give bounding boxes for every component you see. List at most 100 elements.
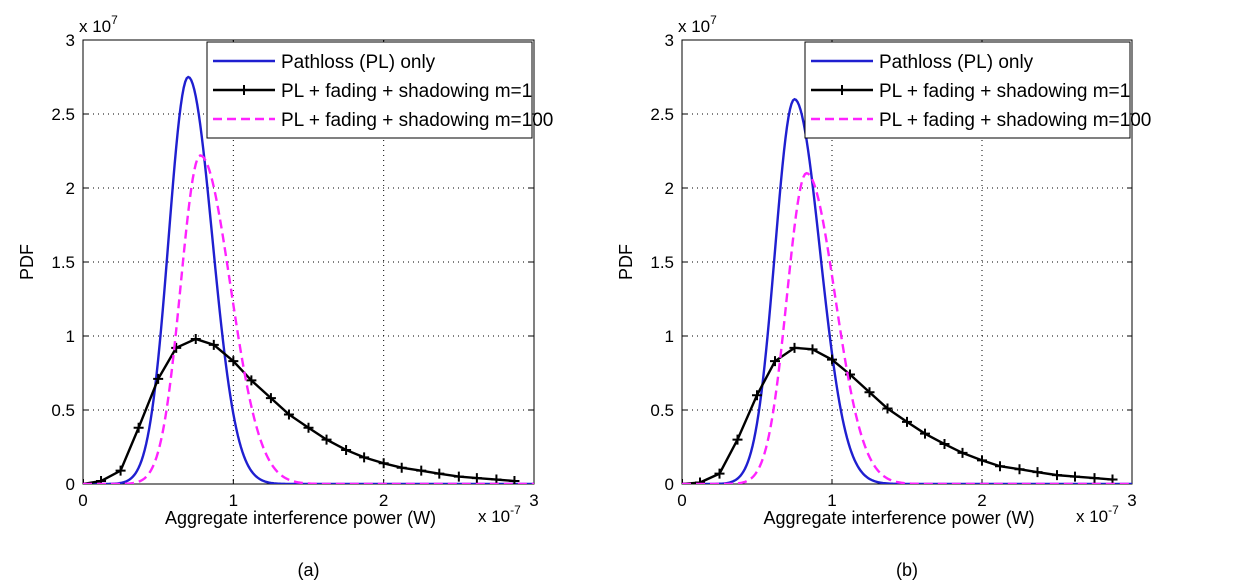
x-tick-label: 0: [677, 491, 686, 510]
legend: Pathloss (PL) only PL + fading + shadowin…: [804, 41, 1151, 139]
data-point-marker: [509, 476, 520, 484]
x-tick-label: 3: [1127, 491, 1136, 510]
series-line: [682, 97, 1132, 484]
data-point-marker: [341, 444, 352, 455]
legend-entry: PL + fading + shadowing m=1: [879, 81, 1130, 102]
x-tick-label: 1: [229, 491, 238, 510]
y-tick-label: 3: [665, 31, 674, 50]
y-tick-label: 0: [665, 475, 674, 494]
data-point-marker: [977, 455, 987, 466]
x-multiplier: x 10-7: [478, 503, 521, 526]
data-point-marker: [995, 461, 1005, 472]
legend-entry: Pathloss (PL) only: [879, 52, 1034, 73]
data-point-marker: [190, 333, 201, 344]
data-point-marker: [171, 342, 182, 353]
x-multiplier-exponent: -7: [510, 503, 521, 517]
x-tick-label: 0: [78, 491, 87, 510]
y-axis-label: PDF: [17, 244, 37, 280]
series-line: [682, 171, 1132, 484]
x-axis-label: Aggregate interference power (W): [763, 508, 1034, 528]
panel-caption: (a): [298, 560, 320, 580]
data-point-marker: [265, 393, 276, 404]
data-point-marker: [827, 354, 837, 365]
data-point-marker: [228, 356, 239, 367]
data-point-marker: [115, 465, 126, 476]
x-multiplier: x 10-7: [1076, 503, 1119, 526]
y-tick-label: 2.5: [51, 105, 75, 124]
data-point-marker: [695, 477, 705, 484]
y-multiplier: x 107: [678, 13, 717, 36]
data-point-marker: [321, 434, 332, 445]
legend-entry: PL + fading + shadowing m=1: [281, 81, 532, 102]
data-point-marker: [283, 409, 294, 420]
legend-entry: PL + fading + shadowing m=100: [879, 110, 1151, 131]
y-tick-label: 1: [66, 327, 75, 346]
data-point-marker: [303, 422, 314, 433]
legend: Pathloss (PL) only PL + fading + shadowin…: [206, 41, 553, 139]
series-2: [83, 333, 520, 484]
data-point-marker: [396, 462, 407, 473]
data-point-marker: [453, 471, 464, 482]
data-point-marker: [770, 356, 780, 367]
x-tick-label: 2: [379, 491, 388, 510]
legend-entry: PL + fading + shadowing m=100: [281, 110, 553, 131]
data-point-marker: [434, 468, 445, 479]
y-axis-label: PDF: [616, 244, 636, 280]
y-multiplier-base: x 10: [678, 17, 710, 36]
data-point-marker: [957, 447, 968, 458]
x-multiplier-exponent: -7: [1108, 503, 1119, 517]
data-point-marker: [1070, 471, 1080, 482]
y-tick-label: 1.5: [51, 253, 75, 272]
data-point-marker: [864, 387, 875, 398]
data-point-marker: [714, 468, 725, 479]
y-tick-label: 1.5: [650, 253, 674, 272]
x-tick-label: 2: [977, 491, 986, 510]
data-point-marker: [732, 434, 743, 445]
x-multiplier-base: x 10: [478, 507, 510, 526]
data-point-marker: [359, 452, 370, 463]
y-multiplier-exponent: 7: [710, 13, 717, 27]
series-2: [682, 342, 1118, 484]
panel-caption: (b): [896, 560, 918, 580]
data-point-marker: [1032, 467, 1043, 478]
data-point-marker: [1089, 473, 1100, 484]
series-3: [682, 171, 1132, 484]
series-line: [83, 337, 515, 484]
data-point-marker: [807, 344, 818, 355]
data-point-marker: [920, 428, 930, 439]
series-1: [83, 75, 534, 484]
data-point-marker: [246, 375, 257, 386]
data-point-marker: [902, 416, 912, 427]
y-tick-label: 1: [665, 327, 674, 346]
x-tick-label: 1: [827, 491, 836, 510]
x-axis-label: Aggregate interference power (W): [165, 508, 436, 528]
data-point-marker: [378, 458, 389, 469]
data-point-marker: [789, 342, 800, 353]
legend-marker: [239, 85, 249, 95]
data-point-marker: [471, 473, 482, 484]
y-multiplier-base: x 10: [79, 17, 111, 36]
legend-marker: [837, 85, 847, 95]
data-point-marker: [752, 390, 762, 401]
y-tick-label: 0: [66, 475, 75, 494]
y-multiplier-exponent: 7: [111, 13, 118, 27]
y-tick-label: 0.5: [650, 401, 674, 420]
x-tick-label: 3: [529, 491, 538, 510]
data-point-marker: [939, 439, 950, 450]
data-point-marker: [1052, 470, 1062, 481]
y-tick-label: 3: [66, 31, 75, 50]
legend-entry: Pathloss (PL) only: [281, 52, 436, 73]
series-3: [83, 154, 534, 484]
series-line: [83, 154, 534, 484]
y-tick-label: 2: [66, 179, 75, 198]
series-1: [682, 97, 1132, 484]
data-point-marker: [153, 373, 164, 384]
y-tick-label: 2: [665, 179, 674, 198]
y-tick-label: 2.5: [650, 105, 674, 124]
data-point-marker: [416, 465, 427, 476]
data-point-marker: [208, 339, 219, 350]
series-line: [83, 75, 534, 484]
